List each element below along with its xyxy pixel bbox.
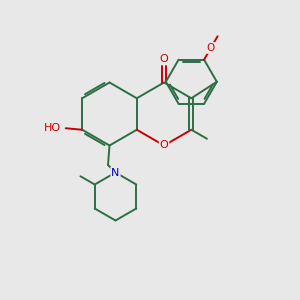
Text: N: N — [111, 167, 120, 178]
Text: O: O — [160, 140, 168, 151]
Text: HO: HO — [44, 123, 61, 133]
Text: O: O — [207, 43, 215, 53]
Text: O: O — [160, 54, 168, 64]
